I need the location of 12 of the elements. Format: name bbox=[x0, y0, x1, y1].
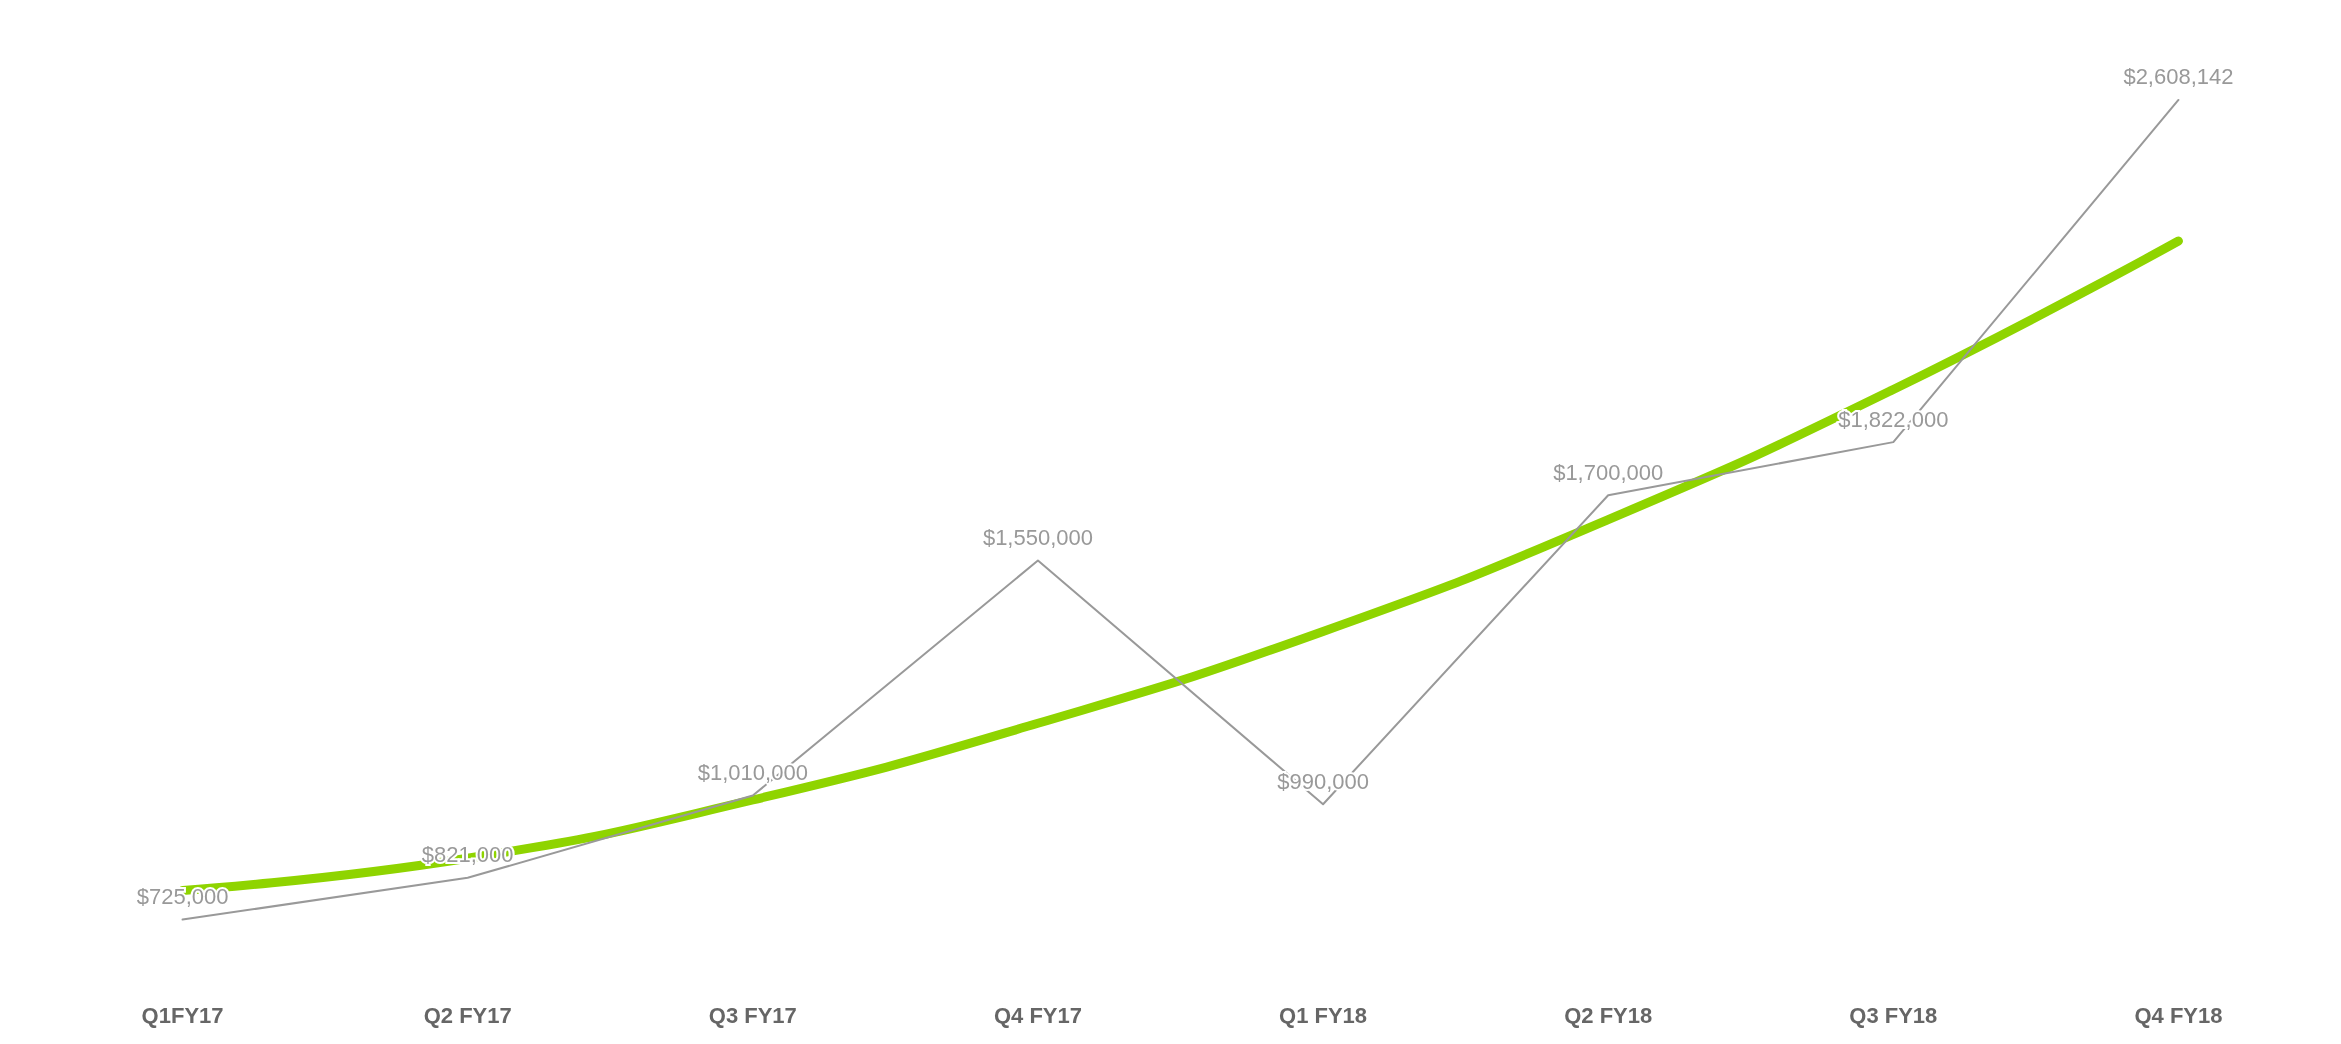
data-label: $725,000 bbox=[136, 884, 229, 910]
x-tick-label: Q4 FY18 bbox=[2134, 1002, 2223, 1028]
x-tick-label: Q3 FY17 bbox=[708, 1002, 797, 1028]
x-tick-label: Q3 FY18 bbox=[1849, 1002, 1938, 1028]
x-tick-label: Q1FY17 bbox=[141, 1002, 224, 1028]
x-tick-label: Q4 FY17 bbox=[993, 1002, 1082, 1028]
x-tick-label: Q2 FY17 bbox=[423, 1002, 512, 1028]
x-tick-label: Q1 FY18 bbox=[1279, 1002, 1368, 1028]
data-label: $2,608,142 bbox=[2123, 64, 2234, 90]
data-label: $1,700,000 bbox=[1553, 459, 1664, 485]
data-label: $1,550,000 bbox=[982, 525, 1093, 551]
x-tick-label: Q2 FY18 bbox=[1564, 1002, 1653, 1028]
